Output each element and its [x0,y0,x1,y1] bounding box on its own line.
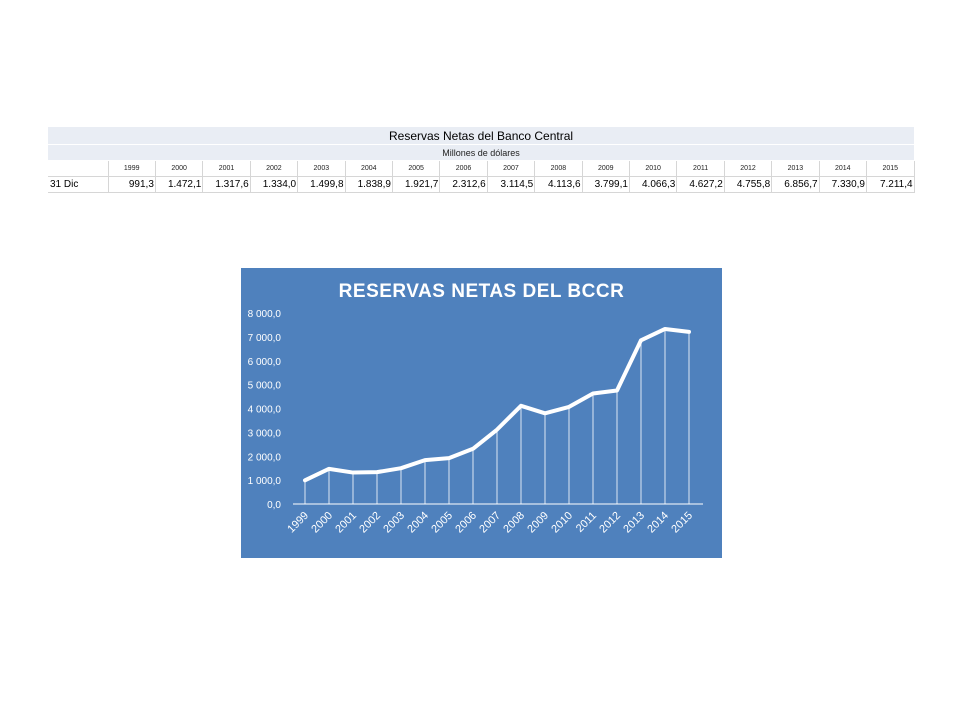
table-year-2000: 2000 [155,160,204,177]
table-year-2006: 2006 [439,160,488,177]
y-tick-label: 0,0 [267,500,281,511]
table-value-row: 31 Dic 991,3 1.472,1 1.317,6 1.334,0 1.499,8… [48,176,915,193]
x-tick-label: 2012 [597,510,623,536]
data-point [495,428,499,432]
y-tick-label: 1 000,0 [248,476,282,487]
y-tick-label: 7 000,0 [248,333,282,344]
x-tick-label: 2010 [549,510,575,536]
data-point [519,404,523,408]
data-point [399,466,403,470]
data-point [639,338,643,342]
table-year-2014: 2014 [819,160,868,177]
table-value-2004: 1.838,9 [345,176,393,193]
y-tick-label: 6 000,0 [248,357,282,368]
x-tick-label: 1999 [285,510,311,536]
y-tick-label: 8 000,0 [248,309,282,320]
x-tick-label: 2003 [381,510,407,536]
table-value-2002: 1.334,0 [250,176,299,193]
x-tick-label: 2004 [405,510,431,536]
chart-title: RESERVAS NETAS DEL BCCR [338,281,625,302]
x-tick-label: 2013 [621,510,647,536]
table-year-2007: 2007 [487,160,536,177]
table-value-2005: 1.921,7 [392,176,441,193]
data-point [615,388,619,392]
reserves-line-chart: RESERVAS NETAS DEL BCCR 0,0 1 000,0 2 000,… [241,268,722,558]
table-value-2012: 4.755,8 [724,176,773,193]
table-year-2005: 2005 [392,160,441,177]
table-row-label: 31 Dic [48,176,109,193]
table-year-2010: 2010 [629,160,678,177]
table-corner-cell [48,160,109,177]
table-subtitle: Millones de dólares [48,144,915,161]
x-tick-label: 2011 [574,510,599,535]
table-year-2015: 2015 [866,160,915,177]
x-tick-label: 2009 [525,510,551,536]
data-point [423,458,427,462]
x-tick-label: 2000 [309,510,335,536]
reserves-table-grid: Reservas Netas del Banco Central Millone… [48,127,915,193]
x-tick-label: 2005 [429,510,455,536]
x-tick-label: 2014 [645,510,671,536]
table-title: Reservas Netas del Banco Central [48,127,915,145]
table-year-2004: 2004 [345,160,393,177]
table-year-2012: 2012 [724,160,773,177]
table-year-2001: 2001 [202,160,251,177]
table-year-2011: 2011 [676,160,725,177]
y-tick-label: 4 000,0 [248,405,282,416]
data-point [327,467,331,471]
x-tick-label: 2006 [453,510,479,536]
data-point [687,330,691,334]
chart-plot: 0,0 1 000,0 2 000,0 3 000,0 4 000,0 5 000,0 6 … [248,309,703,536]
table-value-2009: 3.799,1 [582,176,630,193]
table-value-2013: 6.856,7 [771,176,820,193]
data-point [375,470,379,474]
table-year-2013: 2013 [771,160,820,177]
table-value-2015: 7.211,4 [866,176,915,193]
table-value-2007: 3.114,5 [487,176,536,193]
data-point [303,478,307,482]
table-year-1999: 1999 [108,160,156,177]
data-point [471,447,475,451]
table-year-2002: 2002 [250,160,299,177]
data-point [663,327,667,331]
x-tick-label: 2002 [357,510,383,536]
table-value-2006: 2.312,6 [439,176,488,193]
table-value-2008: 4.113,6 [534,176,583,193]
table-value-2003: 1.499,8 [297,176,346,193]
data-point [351,471,355,475]
x-tick-label: 2001 [333,510,359,536]
data-point [591,392,595,396]
table-year-2009: 2009 [582,160,630,177]
data-point [543,411,547,415]
reserves-table: Reservas Netas del Banco Central Millone… [48,127,915,193]
table-value-2011: 4.627,2 [676,176,725,193]
data-point [447,456,451,460]
table-value-2014: 7.330,9 [819,176,868,193]
x-tick-label: 2008 [501,510,527,536]
y-tick-label: 3 000,0 [248,428,282,439]
x-tick-label: 2007 [477,510,503,536]
table-value-2001: 1.317,6 [202,176,251,193]
table-year-header-row: 1999 2000 2001 2002 2003 2004 2005 2006 2007 2008… [48,160,915,177]
table-year-2008: 2008 [534,160,583,177]
data-point [567,405,571,409]
table-year-2003: 2003 [297,160,346,177]
y-tick-label: 2 000,0 [248,452,282,463]
table-value-2010: 4.066,3 [629,176,678,193]
y-tick-label: 5 000,0 [248,381,282,392]
table-value-2000: 1.472,1 [155,176,204,193]
table-value-1999: 991,3 [108,176,156,193]
x-tick-label: 2015 [669,510,695,536]
